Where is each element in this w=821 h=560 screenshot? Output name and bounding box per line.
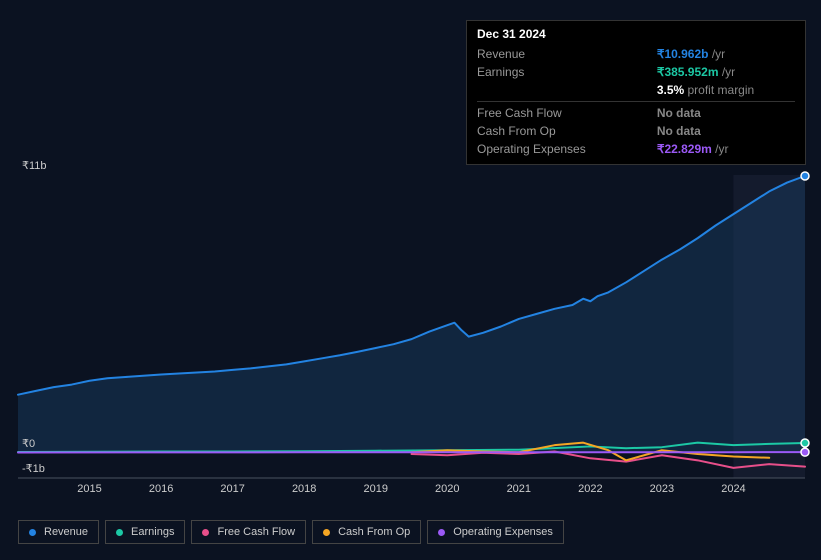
svg-text:2024: 2024 [721, 483, 745, 495]
svg-text:2021: 2021 [507, 483, 531, 495]
legend-label: Revenue [44, 526, 88, 538]
tooltip-row-value: No data [657, 122, 795, 140]
tooltip-row-label: Free Cash Flow [477, 102, 657, 123]
legend-dot-icon [116, 529, 123, 536]
chart-tooltip: Dec 31 2024 Revenue₹10.962b /yrEarnings₹… [466, 20, 806, 165]
legend-label: Operating Expenses [453, 526, 553, 538]
svg-text:2019: 2019 [363, 483, 387, 495]
legend-item-operating-expenses[interactable]: Operating Expenses [427, 520, 564, 544]
svg-text:2017: 2017 [220, 483, 244, 495]
tooltip-row-label: Revenue [477, 45, 657, 63]
tooltip-row-label: Operating Expenses [477, 140, 657, 158]
tooltip-row-label [477, 81, 657, 102]
legend-dot-icon [323, 529, 330, 536]
financials-chart: 2015 2016 2017 2018 2019 2020 2021 2022 2023 2024… [0, 0, 821, 560]
chart-legend: Revenue Earnings Free Cash Flow Cash From O… [18, 520, 564, 544]
tooltip-date: Dec 31 2024 [477, 27, 795, 41]
legend-label: Earnings [131, 526, 174, 538]
legend-item-revenue[interactable]: Revenue [18, 520, 99, 544]
legend-item-free-cash-flow[interactable]: Free Cash Flow [191, 520, 306, 544]
tooltip-row-value: ₹10.962b /yr [657, 45, 795, 63]
svg-text:-₹1b: -₹1b [22, 463, 45, 475]
svg-text:2015: 2015 [77, 483, 101, 495]
legend-dot-icon [438, 529, 445, 536]
legend-item-earnings[interactable]: Earnings [105, 520, 185, 544]
tooltip-row-value: ₹385.952m /yr [657, 63, 795, 81]
tooltip-row-value: ₹22.829m /yr [657, 140, 795, 158]
tooltip-row-value: No data [657, 102, 795, 123]
legend-item-cash-from-op[interactable]: Cash From Op [312, 520, 421, 544]
tooltip-row-value: 3.5% profit margin [657, 81, 795, 102]
legend-label: Cash From Op [338, 526, 410, 538]
svg-text:2023: 2023 [650, 483, 674, 495]
tooltip-row-label: Earnings [477, 63, 657, 81]
legend-dot-icon [29, 529, 36, 536]
legend-label: Free Cash Flow [217, 526, 295, 538]
svg-text:₹11b: ₹11b [22, 160, 47, 172]
svg-text:2018: 2018 [292, 483, 316, 495]
svg-text:2020: 2020 [435, 483, 459, 495]
svg-text:2016: 2016 [149, 483, 173, 495]
svg-text:2022: 2022 [578, 483, 602, 495]
svg-text:₹0: ₹0 [22, 438, 35, 450]
tooltip-row-label: Cash From Op [477, 122, 657, 140]
legend-dot-icon [202, 529, 209, 536]
